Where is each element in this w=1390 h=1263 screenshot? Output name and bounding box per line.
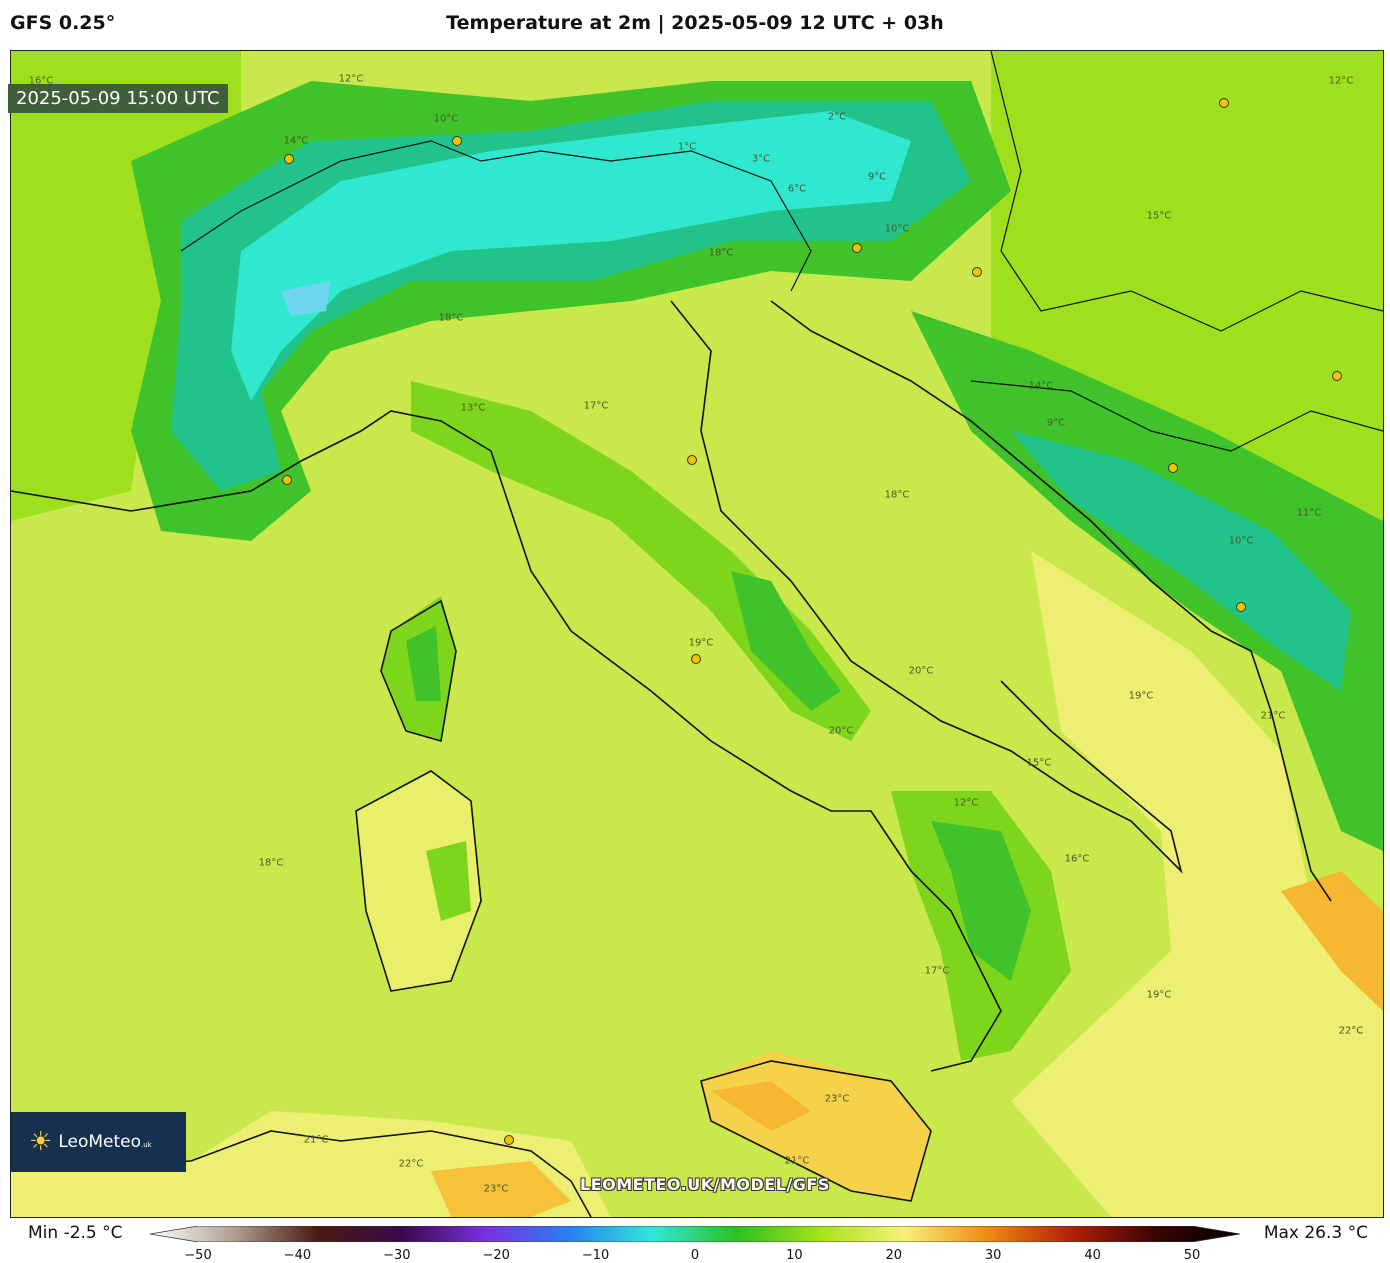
contour-label: 15°C xyxy=(1146,210,1172,222)
greece-hot xyxy=(1281,871,1383,1011)
city-marker[interactable] xyxy=(1332,371,1342,381)
contour-label: 12°C xyxy=(953,797,979,809)
colorbar-tick-label: 30 xyxy=(984,1248,1002,1263)
alps-deep-cold xyxy=(231,111,911,401)
colorbar-tick-label: 20 xyxy=(885,1248,903,1263)
city-marker[interactable] xyxy=(452,136,462,146)
contour-label: 9°C xyxy=(867,171,887,183)
balkan-cold xyxy=(1011,431,1351,691)
contour-label: 14°C xyxy=(1028,380,1054,392)
contour-label: 21°C xyxy=(1260,710,1286,722)
contour-label: 10°C xyxy=(1228,535,1254,547)
central-europe-border xyxy=(990,51,1383,332)
alpine-border xyxy=(180,140,812,292)
logo-text: LeoMeteo.uk xyxy=(58,1132,152,1152)
model-name: GFS 0.25° xyxy=(10,12,116,34)
contour-label: 2°C xyxy=(827,111,847,123)
contour-label: 18°C xyxy=(438,312,464,324)
contour-label: 23°C xyxy=(483,1183,509,1195)
balkan-border xyxy=(970,380,1383,452)
calabria-cool xyxy=(931,821,1031,981)
coastlines xyxy=(11,300,1332,1217)
map-title: Temperature at 2m | 2025-05-09 12 UTC + … xyxy=(446,12,944,34)
colorbar-tick-label: 10 xyxy=(786,1248,803,1263)
colorbar-tick-label: 50 xyxy=(1183,1248,1201,1263)
valid-time-badge: 2025-05-09 15:00 UTC xyxy=(8,84,228,113)
watermark-url: LEOMETEO.UK/MODEL/GFS xyxy=(580,1175,830,1194)
contour-label: 23°C xyxy=(824,1093,850,1105)
contour-label: 20°C xyxy=(908,665,934,677)
contour-label: 10°C xyxy=(884,223,910,235)
sardinia-coast xyxy=(355,770,482,992)
colorbar-tick-label: −40 xyxy=(283,1248,312,1263)
colorbar-tick-label: −50 xyxy=(184,1248,212,1263)
contour-label: 20°C xyxy=(828,725,854,737)
corsica-core xyxy=(406,626,441,701)
city-marker[interactable] xyxy=(282,475,292,485)
africa-coast xyxy=(11,1130,592,1217)
contour-label: 10°C xyxy=(433,113,459,125)
sardinia xyxy=(356,771,481,991)
contour-label: 13°C xyxy=(460,402,486,414)
city-marker[interactable] xyxy=(691,654,701,664)
temperature-map[interactable]: 16°C 15°C 14°C 12°C 10°C 2°C 1°C 3°C 6°C… xyxy=(10,50,1384,1218)
colorbar-tick-label: 0 xyxy=(690,1248,700,1263)
contour-label: 22°C xyxy=(1338,1025,1364,1037)
city-marker[interactable] xyxy=(1168,463,1178,473)
sicily-hot xyxy=(711,1081,811,1131)
city-marker[interactable] xyxy=(1219,98,1229,108)
contour-label: 12°C xyxy=(1328,75,1354,87)
city-marker[interactable] xyxy=(687,455,697,465)
contour-label: 12°C xyxy=(338,73,364,85)
contour-label: 16°C xyxy=(1064,853,1090,865)
contour-label: 19°C xyxy=(688,637,714,649)
colorbar-tick-label: 40 xyxy=(1084,1248,1101,1263)
colorbar-tick-label: −30 xyxy=(383,1248,411,1263)
contour-label: 19°C xyxy=(1128,690,1154,702)
contour-label: 21°C xyxy=(303,1134,329,1146)
borders xyxy=(180,51,1383,452)
ionian-warm xyxy=(1011,551,1383,1217)
contour-label: 18°C xyxy=(708,247,734,259)
contour-label: 21°C xyxy=(784,1155,810,1167)
contour-label: 16°C xyxy=(28,75,54,87)
city-marker[interactable] xyxy=(284,154,294,164)
contour-label: 11°C xyxy=(1296,507,1322,519)
city-marker[interactable] xyxy=(972,267,982,277)
colorbar-tick-label: −20 xyxy=(482,1248,510,1263)
alps-peak xyxy=(281,281,331,316)
italy-east-coast xyxy=(670,300,1183,874)
apennine-cool xyxy=(731,571,841,711)
contour-label: 18°C xyxy=(884,489,910,501)
contour-label: 6°C xyxy=(787,183,807,195)
contour-label: 1°C xyxy=(677,141,697,153)
contour-label: 14°C xyxy=(283,135,309,147)
sun-icon: ☀ xyxy=(29,1127,53,1157)
temperature-colorbar xyxy=(150,1226,1240,1242)
contour-label: 3°C xyxy=(751,153,771,165)
colorbar-tick-label: −10 xyxy=(581,1248,610,1263)
colorbar-max-label: Max 26.3 °C xyxy=(1263,1223,1368,1243)
sardinia-core xyxy=(426,841,471,921)
italy-west-coast xyxy=(11,410,1002,1072)
contour-label: 18°C xyxy=(258,857,284,869)
colorbar-gradient xyxy=(150,1226,1240,1242)
sicily-coast xyxy=(700,1060,932,1202)
map-canvas xyxy=(11,51,1383,1217)
colorbar-min-label: Min -2.5 °C xyxy=(28,1223,123,1243)
africa-hot xyxy=(431,1161,571,1217)
city-marker[interactable] xyxy=(504,1135,514,1145)
city-marker[interactable] xyxy=(852,243,862,253)
contour-label: 15°C xyxy=(1026,757,1052,769)
northeast-mild xyxy=(991,51,1383,571)
contour-label: 17°C xyxy=(924,965,950,977)
city-marker[interactable] xyxy=(1236,602,1246,612)
balkan-coast xyxy=(770,300,1332,902)
corsica-coast xyxy=(380,599,457,743)
contour-label: 19°C xyxy=(1146,989,1172,1001)
leometeo-logo[interactable]: ☀ LeoMeteo.uk xyxy=(11,1112,186,1172)
contour-label: 22°C xyxy=(398,1158,424,1170)
contour-label: 17°C xyxy=(583,400,609,412)
contour-label: 9°C xyxy=(1046,417,1066,429)
